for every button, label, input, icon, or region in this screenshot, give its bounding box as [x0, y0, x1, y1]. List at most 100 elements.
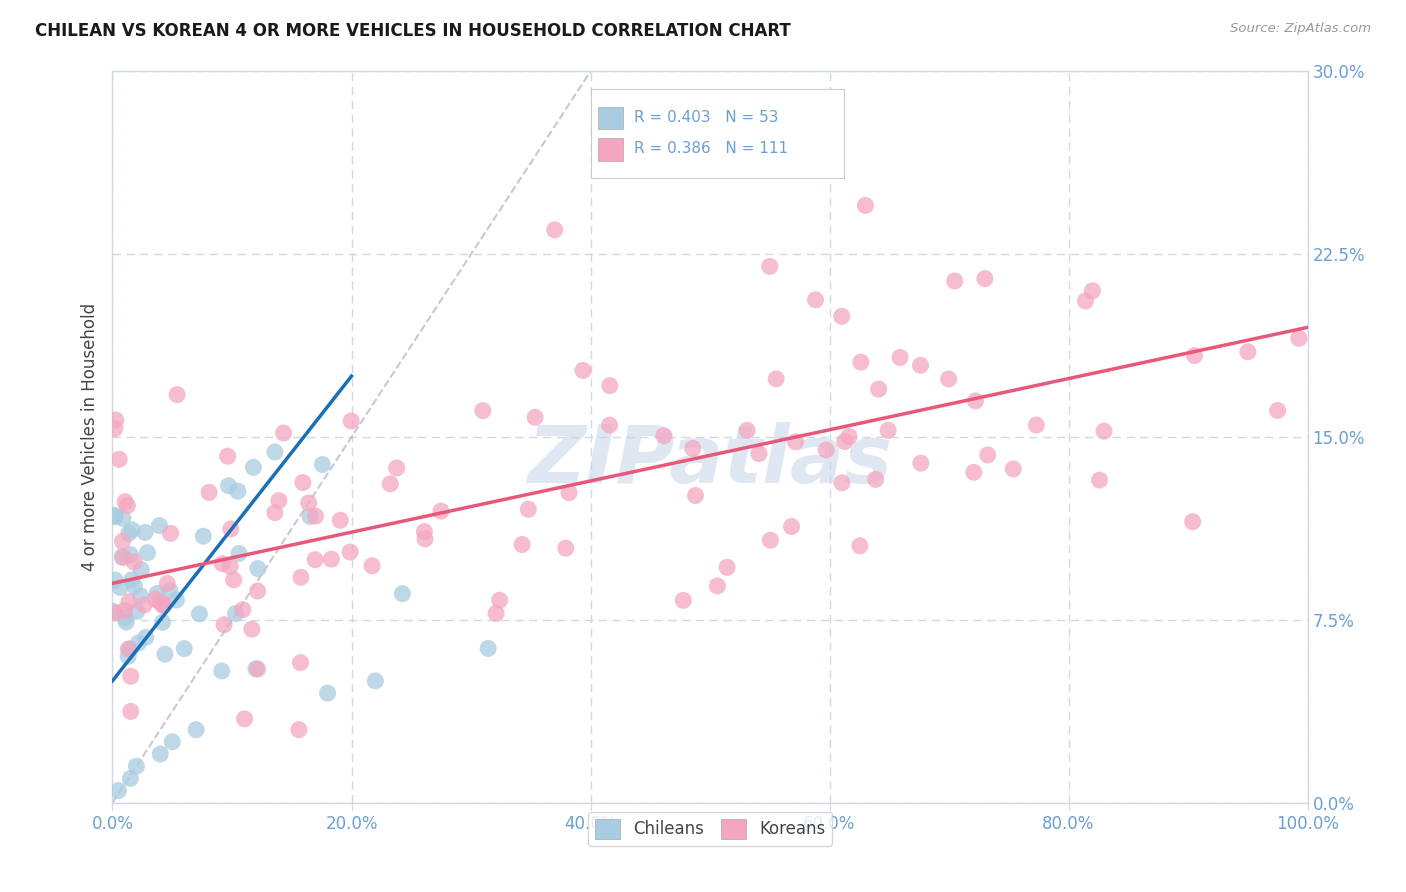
- Point: [159, 583, 181, 598]
- Point: [166, 387, 188, 401]
- Point: [599, 378, 621, 392]
- Point: [849, 355, 872, 369]
- Point: [112, 550, 135, 565]
- Point: [108, 581, 131, 595]
- Point: [273, 426, 295, 441]
- Point: [217, 449, 239, 463]
- Point: [965, 393, 987, 408]
- Point: [120, 669, 142, 683]
- Point: [114, 495, 136, 509]
- Point: [834, 434, 856, 449]
- Point: [219, 559, 242, 574]
- Point: [685, 489, 707, 503]
- Point: [380, 476, 402, 491]
- Point: [785, 434, 807, 449]
- Point: [120, 772, 142, 786]
- Point: [554, 541, 576, 555]
- Text: ZIPatlas: ZIPatlas: [527, 423, 893, 500]
- Point: [838, 429, 860, 443]
- Point: [104, 421, 127, 435]
- Point: [290, 656, 312, 670]
- Point: [488, 593, 510, 607]
- Point: [240, 622, 263, 636]
- Point: [148, 518, 170, 533]
- Point: [943, 274, 966, 288]
- Point: [361, 558, 384, 573]
- Point: [211, 664, 233, 678]
- Point: [246, 662, 269, 676]
- Point: [682, 442, 704, 456]
- Text: R = 0.386   N = 111: R = 0.386 N = 111: [634, 142, 787, 156]
- Point: [1237, 344, 1260, 359]
- Point: [129, 589, 152, 603]
- Point: [120, 641, 142, 656]
- Point: [108, 452, 131, 467]
- Point: [121, 573, 143, 587]
- Point: [291, 475, 314, 490]
- Point: [127, 636, 149, 650]
- Point: [652, 428, 675, 442]
- Point: [1025, 418, 1047, 433]
- Point: [391, 587, 413, 601]
- Text: R = 0.403   N = 53: R = 0.403 N = 53: [634, 111, 778, 125]
- Point: [938, 372, 960, 386]
- Point: [104, 606, 127, 620]
- Point: [149, 747, 172, 761]
- Point: [146, 586, 169, 600]
- Point: [910, 359, 932, 373]
- Point: [716, 560, 738, 574]
- Point: [974, 271, 997, 285]
- Point: [977, 448, 1000, 462]
- Point: [121, 523, 143, 537]
- Point: [125, 604, 148, 618]
- Point: [173, 641, 195, 656]
- Point: [1184, 349, 1206, 363]
- Point: [311, 458, 333, 472]
- Point: [340, 414, 363, 428]
- Bar: [598, 107, 623, 129]
- Point: [831, 310, 853, 324]
- Legend: Chileans, Koreans: Chileans, Koreans: [588, 812, 832, 846]
- Point: [735, 423, 758, 437]
- Point: [329, 513, 352, 527]
- Point: [264, 506, 287, 520]
- Point: [831, 475, 853, 490]
- Point: [104, 573, 127, 587]
- Point: [765, 372, 787, 386]
- Point: [1092, 424, 1115, 438]
- Point: [145, 592, 167, 607]
- Point: [107, 783, 129, 797]
- Point: [865, 472, 887, 486]
- Point: [104, 413, 127, 427]
- Text: CHILEAN VS KOREAN 4 OR MORE VEHICLES IN HOUSEHOLD CORRELATION CHART: CHILEAN VS KOREAN 4 OR MORE VEHICLES IN …: [35, 22, 792, 40]
- Point: [855, 198, 877, 212]
- Point: [321, 552, 343, 566]
- Point: [111, 511, 134, 525]
- Point: [186, 723, 208, 737]
- Point: [1002, 462, 1025, 476]
- Point: [115, 615, 138, 629]
- Point: [599, 418, 621, 433]
- Point: [1081, 284, 1104, 298]
- Point: [114, 610, 136, 624]
- Point: [517, 502, 540, 516]
- Point: [156, 576, 179, 591]
- Point: [111, 549, 134, 564]
- Point: [149, 596, 172, 610]
- Point: [219, 522, 242, 536]
- Point: [759, 260, 782, 274]
- Point: [1074, 293, 1097, 308]
- Point: [233, 712, 256, 726]
- Point: [246, 584, 269, 599]
- Point: [339, 545, 361, 559]
- Point: [304, 552, 326, 566]
- Point: [125, 759, 148, 773]
- Point: [103, 604, 125, 618]
- Point: [232, 603, 254, 617]
- Point: [815, 442, 838, 457]
- Point: [198, 485, 221, 500]
- Point: [117, 642, 139, 657]
- Point: [152, 599, 174, 613]
- Point: [672, 593, 695, 607]
- Point: [706, 579, 728, 593]
